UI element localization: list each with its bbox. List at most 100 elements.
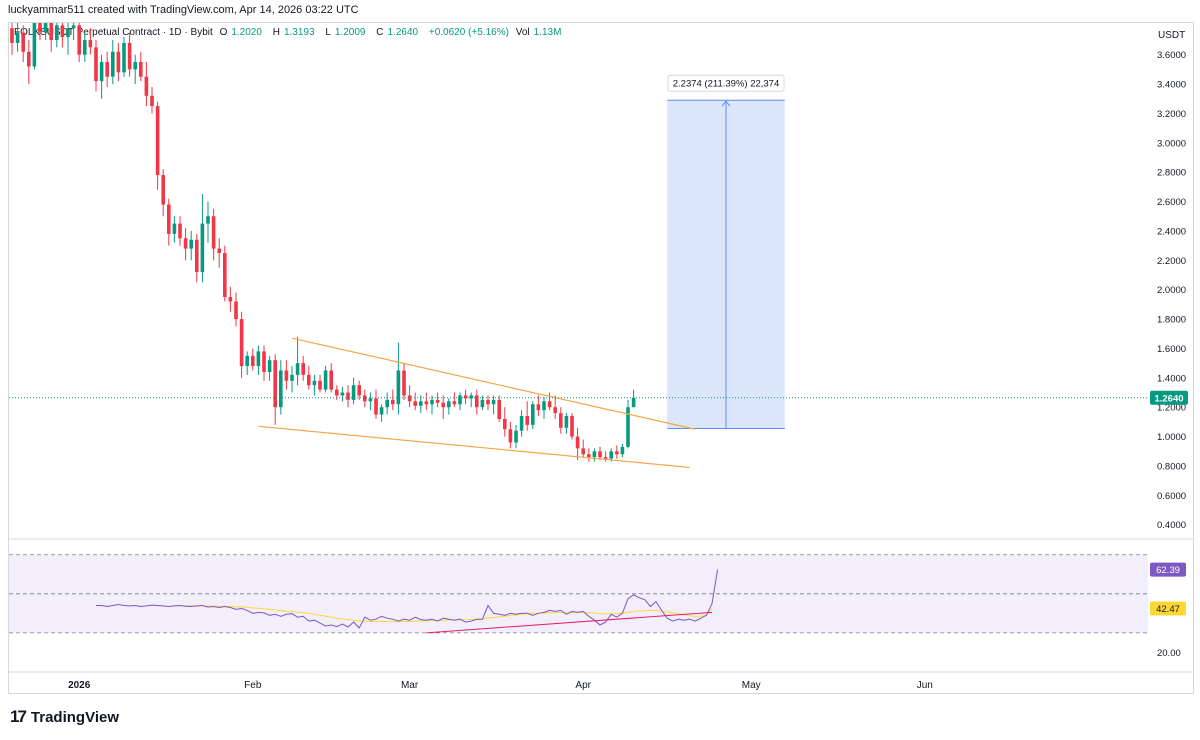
candle-body: [542, 401, 546, 411]
projection-label-box: [667, 74, 785, 92]
candle-up: [379, 404, 384, 422]
candle-up: [531, 401, 535, 430]
price-tick-label: 2.4000: [1157, 226, 1186, 237]
candle-body: [43, 23, 48, 33]
candle-body: [60, 25, 65, 38]
candle-body: [402, 370, 406, 396]
candle-body: [290, 374, 294, 381]
chart-frame: [8, 22, 1194, 694]
candle-up: [620, 443, 625, 458]
candle-up: [385, 392, 389, 415]
candle-down: [155, 101, 160, 190]
candle-down: [88, 28, 93, 55]
open-label: O: [219, 27, 228, 38]
price-tick-label: 3.6000: [1157, 50, 1186, 61]
candle-down: [503, 407, 507, 437]
price-tick-label: 0.6000: [1157, 491, 1186, 502]
price-chart[interactable]: 2.2374 (211.39%) 22,374 0.4000 0.6000 0.80…: [0, 0, 1200, 700]
candle-body: [329, 370, 333, 390]
candle-body: [374, 398, 378, 415]
price-tick-label: 0.4000: [1157, 520, 1186, 531]
candle-body: [603, 457, 608, 459]
last-price-label: 1.2640: [1154, 393, 1183, 404]
candle-body: [547, 401, 552, 408]
rsi-value-tag: [1150, 562, 1186, 577]
candle-body: [307, 374, 311, 386]
candle-down: [94, 40, 98, 92]
candle-body: [172, 223, 177, 234]
wedge-upper-line: [291, 337, 696, 430]
candle-up: [206, 201, 210, 243]
candle-body: [419, 401, 423, 406]
candle-body: [99, 62, 104, 82]
candle-body: [77, 25, 81, 55]
candle-down: [536, 395, 541, 417]
candle-down: [195, 233, 199, 283]
candle-body: [514, 430, 518, 443]
candle-body: [239, 319, 244, 367]
candle-body: [497, 399, 501, 419]
candle-down: [363, 389, 367, 408]
candle-down: [211, 208, 216, 261]
candle-down: [357, 380, 361, 400]
candle-down: [239, 311, 244, 378]
candle-body: [251, 355, 255, 367]
candle-body: [379, 407, 384, 415]
currency-label[interactable]: USDT: [1158, 30, 1186, 41]
candle-down: [307, 366, 311, 390]
candle-body: [391, 399, 395, 405]
candle-down: [301, 355, 305, 381]
time-tick-label: 2026: [68, 680, 91, 691]
projection-label-text: 2.2374 (211.39%) 22,374: [673, 79, 780, 90]
candle-down: [10, 23, 14, 55]
candle-body: [335, 389, 339, 396]
rsi-line: [96, 569, 719, 629]
candle-up: [447, 398, 451, 415]
candle-down: [139, 51, 143, 82]
candle-body: [553, 407, 557, 414]
candle-body: [211, 216, 216, 249]
candle-body: [122, 42, 126, 73]
candle-up: [290, 366, 294, 393]
candle-down: [183, 228, 188, 261]
candle-body: [385, 399, 389, 408]
symbol-title[interactable]: FOLKSUSDT Perpetual Contract · 1D · Bybi…: [14, 27, 213, 38]
candle-down: [217, 238, 221, 268]
candle-down: [525, 401, 529, 431]
high-value: 1.3193: [283, 27, 315, 38]
candle-down: [452, 392, 457, 408]
candle-down: [167, 198, 171, 246]
candle-body: [200, 223, 205, 273]
projection-label: 2.2374 (211.39%) 22,374: [667, 74, 785, 92]
candle-body: [323, 370, 328, 390]
candle-down: [463, 389, 468, 405]
candle-down: [228, 286, 233, 312]
candle-body: [144, 76, 149, 96]
candle-up: [172, 216, 177, 243]
candle-body: [49, 23, 53, 40]
candle-down: [475, 389, 479, 415]
candle-down: [150, 87, 154, 114]
time-tick-label: Jun: [917, 680, 933, 691]
candle-body: [234, 301, 238, 320]
candle-body: [94, 47, 98, 82]
candle-down: [615, 445, 619, 459]
candle-body: [363, 395, 367, 402]
candle-body: [413, 401, 417, 406]
candle-body: [447, 401, 451, 408]
price-tick-label: 2.8000: [1157, 168, 1186, 179]
time-tick-label: Feb: [244, 680, 262, 691]
candle-up: [480, 395, 485, 411]
candle-body: [295, 363, 300, 375]
candle-down: [161, 169, 165, 217]
candle-down: [407, 385, 412, 408]
tradingview-brand[interactable]: 17 TradingView: [10, 707, 119, 727]
candle-down: [127, 32, 132, 77]
candle-body: [38, 23, 42, 33]
close-value: 1.2640: [387, 27, 419, 38]
price-tick-label: 2.6000: [1157, 197, 1186, 208]
candle-body: [133, 62, 137, 70]
last-price-tag: [1150, 390, 1188, 405]
candle-body: [245, 355, 249, 367]
candle-body: [631, 397, 636, 408]
